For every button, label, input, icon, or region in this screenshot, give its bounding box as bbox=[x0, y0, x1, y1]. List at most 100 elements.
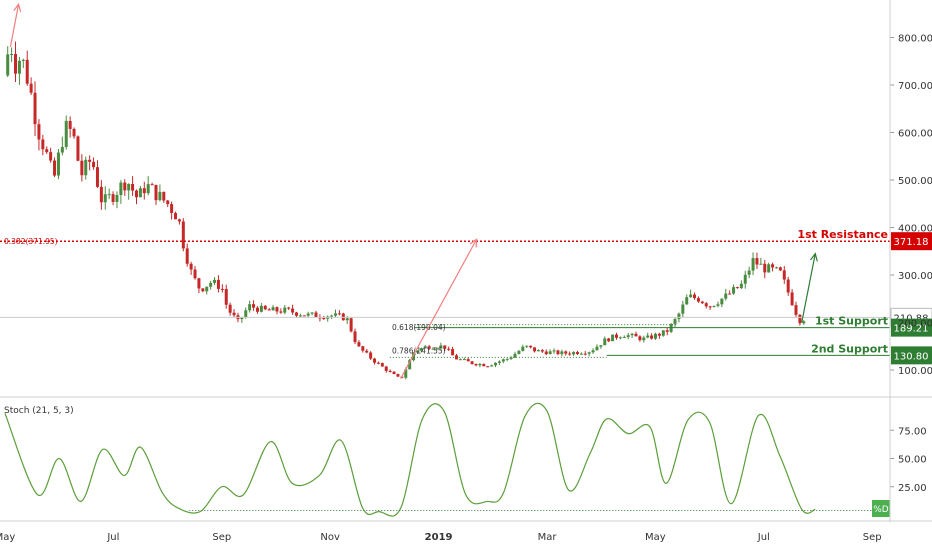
time-tick-label: Jul bbox=[757, 532, 770, 543]
candle-body bbox=[138, 188, 142, 198]
candle-body bbox=[505, 358, 509, 360]
fib-label: 0.786(141.55) bbox=[392, 346, 446, 355]
candle-body bbox=[150, 184, 154, 186]
reversal-arrow-head bbox=[469, 238, 478, 248]
candle-body bbox=[732, 287, 736, 294]
candle-body bbox=[786, 279, 790, 293]
price-tick-label: 800.00 bbox=[898, 34, 932, 45]
stoch-line bbox=[4, 402, 816, 517]
candle-body bbox=[521, 346, 525, 351]
candle-body bbox=[334, 313, 338, 316]
candle-body bbox=[735, 287, 739, 289]
candle-body bbox=[415, 350, 419, 353]
candle-body bbox=[501, 359, 505, 362]
candle-body bbox=[197, 278, 201, 289]
candle-body bbox=[439, 345, 443, 349]
candle-body bbox=[49, 152, 53, 161]
candle-body bbox=[209, 282, 213, 287]
candle-body bbox=[177, 219, 181, 222]
candle-body bbox=[412, 352, 416, 361]
candle-body bbox=[634, 333, 638, 337]
candle-body bbox=[283, 307, 287, 313]
stoch-tick-label: 50.00 bbox=[898, 455, 927, 466]
candle-body bbox=[642, 337, 646, 341]
candle-body bbox=[17, 60, 21, 74]
candle-body bbox=[142, 188, 146, 194]
candle-body bbox=[6, 54, 10, 76]
candle-body bbox=[287, 307, 291, 309]
candle-body bbox=[638, 336, 642, 341]
candle-body bbox=[712, 305, 716, 307]
candle-body bbox=[154, 184, 158, 201]
candle-body bbox=[661, 330, 665, 336]
candle-body bbox=[53, 160, 57, 176]
candle-body bbox=[21, 59, 25, 61]
candle-body bbox=[497, 361, 501, 363]
candle-body bbox=[84, 159, 88, 176]
candle-body bbox=[29, 83, 33, 93]
candle-body bbox=[607, 338, 611, 342]
candle-body bbox=[778, 267, 782, 271]
candle-body bbox=[533, 347, 537, 352]
candle-body bbox=[618, 337, 622, 339]
level-price-box bbox=[891, 318, 932, 337]
fib-label: 0.618(190.04) bbox=[392, 323, 446, 332]
candle-body bbox=[657, 333, 661, 336]
price-tick-label: 200.00 bbox=[898, 319, 932, 330]
candle-body bbox=[591, 350, 595, 353]
candle-body bbox=[494, 362, 498, 366]
candle-body bbox=[419, 348, 423, 351]
candle-body bbox=[728, 293, 732, 295]
candle-body bbox=[76, 136, 80, 161]
candle-body bbox=[720, 298, 724, 305]
candle-body bbox=[689, 294, 693, 298]
candle-body bbox=[599, 345, 603, 347]
candle-body bbox=[630, 333, 634, 336]
time-tick-label: Jul bbox=[106, 532, 119, 543]
level-price-label: 371.18 bbox=[894, 237, 929, 248]
top-arrow-head bbox=[13, 2, 22, 13]
candle-body bbox=[193, 269, 197, 279]
candle-body bbox=[56, 152, 60, 176]
candle-body bbox=[646, 335, 650, 338]
candle-body bbox=[189, 263, 193, 270]
stoch-title: Stoch (21, 5, 3) bbox=[4, 406, 74, 416]
candle-body bbox=[361, 346, 365, 351]
candle-body bbox=[568, 353, 572, 355]
candle-body bbox=[427, 346, 431, 349]
candle-body bbox=[431, 348, 435, 350]
candle-body bbox=[665, 330, 669, 332]
candle-body bbox=[25, 59, 29, 84]
candle-body bbox=[751, 258, 755, 271]
candle-body bbox=[107, 194, 111, 196]
candle-body bbox=[252, 304, 256, 308]
candle-body bbox=[447, 348, 451, 350]
candle-body bbox=[60, 146, 64, 153]
candle-body bbox=[259, 305, 263, 312]
candle-body bbox=[232, 312, 236, 316]
time-tick-label: Sep bbox=[863, 532, 882, 543]
stoch-d-label: %D bbox=[873, 505, 889, 515]
candle-body bbox=[529, 345, 533, 348]
candle-body bbox=[357, 342, 361, 347]
candle-body bbox=[478, 364, 482, 366]
candle-body bbox=[380, 363, 384, 367]
stoch-tick-label: 25.00 bbox=[898, 483, 927, 494]
candle-body bbox=[271, 307, 275, 311]
candle-body bbox=[614, 334, 618, 338]
level-price-box bbox=[891, 232, 932, 251]
candle-body bbox=[228, 304, 232, 313]
time-tick-label: Mar bbox=[538, 532, 558, 543]
candle-body bbox=[224, 289, 228, 305]
candle-body bbox=[603, 338, 607, 346]
candle-body bbox=[572, 352, 576, 355]
candle-body bbox=[345, 318, 349, 321]
candle-body bbox=[205, 286, 209, 292]
candle-body bbox=[763, 263, 767, 273]
candle-body bbox=[115, 195, 119, 202]
candle-body bbox=[369, 352, 373, 359]
candle-body bbox=[294, 312, 298, 316]
level-price-label: 130.80 bbox=[894, 351, 929, 362]
